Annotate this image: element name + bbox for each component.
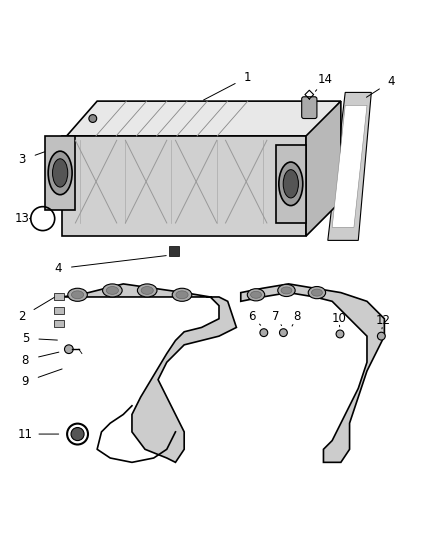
Ellipse shape	[64, 345, 73, 353]
Text: 4: 4	[54, 262, 62, 275]
Text: 9: 9	[21, 375, 29, 389]
Ellipse shape	[138, 284, 157, 297]
Ellipse shape	[279, 329, 287, 336]
Ellipse shape	[311, 289, 322, 296]
Polygon shape	[45, 136, 75, 210]
Polygon shape	[328, 92, 371, 240]
Ellipse shape	[283, 169, 298, 198]
Ellipse shape	[71, 427, 84, 441]
Bar	[53, 294, 64, 301]
Text: 8: 8	[293, 310, 301, 323]
FancyBboxPatch shape	[302, 97, 317, 118]
Polygon shape	[62, 136, 306, 236]
Ellipse shape	[141, 287, 153, 294]
Ellipse shape	[281, 287, 292, 294]
Text: 13: 13	[15, 212, 30, 225]
Ellipse shape	[89, 115, 97, 123]
Ellipse shape	[260, 329, 268, 336]
Ellipse shape	[176, 291, 188, 298]
Ellipse shape	[378, 332, 385, 340]
Text: 5: 5	[21, 332, 29, 345]
Polygon shape	[276, 144, 306, 223]
Ellipse shape	[336, 330, 344, 338]
Ellipse shape	[102, 284, 122, 297]
Text: 2: 2	[18, 310, 26, 323]
Text: 1: 1	[244, 71, 251, 84]
Text: 12: 12	[376, 314, 391, 327]
Ellipse shape	[308, 287, 325, 298]
Ellipse shape	[172, 288, 192, 301]
Text: 4: 4	[387, 75, 395, 88]
Ellipse shape	[247, 289, 265, 301]
Ellipse shape	[106, 287, 118, 294]
Ellipse shape	[279, 162, 303, 206]
Text: 10: 10	[331, 312, 346, 325]
Ellipse shape	[48, 151, 72, 195]
Bar	[169, 246, 179, 256]
Polygon shape	[67, 101, 341, 136]
Text: 11: 11	[18, 427, 33, 441]
Text: 14: 14	[318, 73, 333, 86]
Polygon shape	[306, 101, 341, 236]
Polygon shape	[241, 284, 385, 462]
Bar	[53, 320, 64, 327]
Bar	[53, 306, 64, 313]
Polygon shape	[62, 284, 237, 462]
Text: 7: 7	[272, 310, 279, 323]
Text: 8: 8	[21, 353, 29, 367]
Ellipse shape	[53, 159, 68, 187]
Ellipse shape	[71, 291, 84, 298]
Text: 3: 3	[18, 154, 26, 166]
Ellipse shape	[68, 288, 87, 301]
Text: 6: 6	[248, 310, 255, 323]
Ellipse shape	[251, 292, 261, 298]
Polygon shape	[332, 106, 367, 228]
Ellipse shape	[278, 284, 295, 296]
